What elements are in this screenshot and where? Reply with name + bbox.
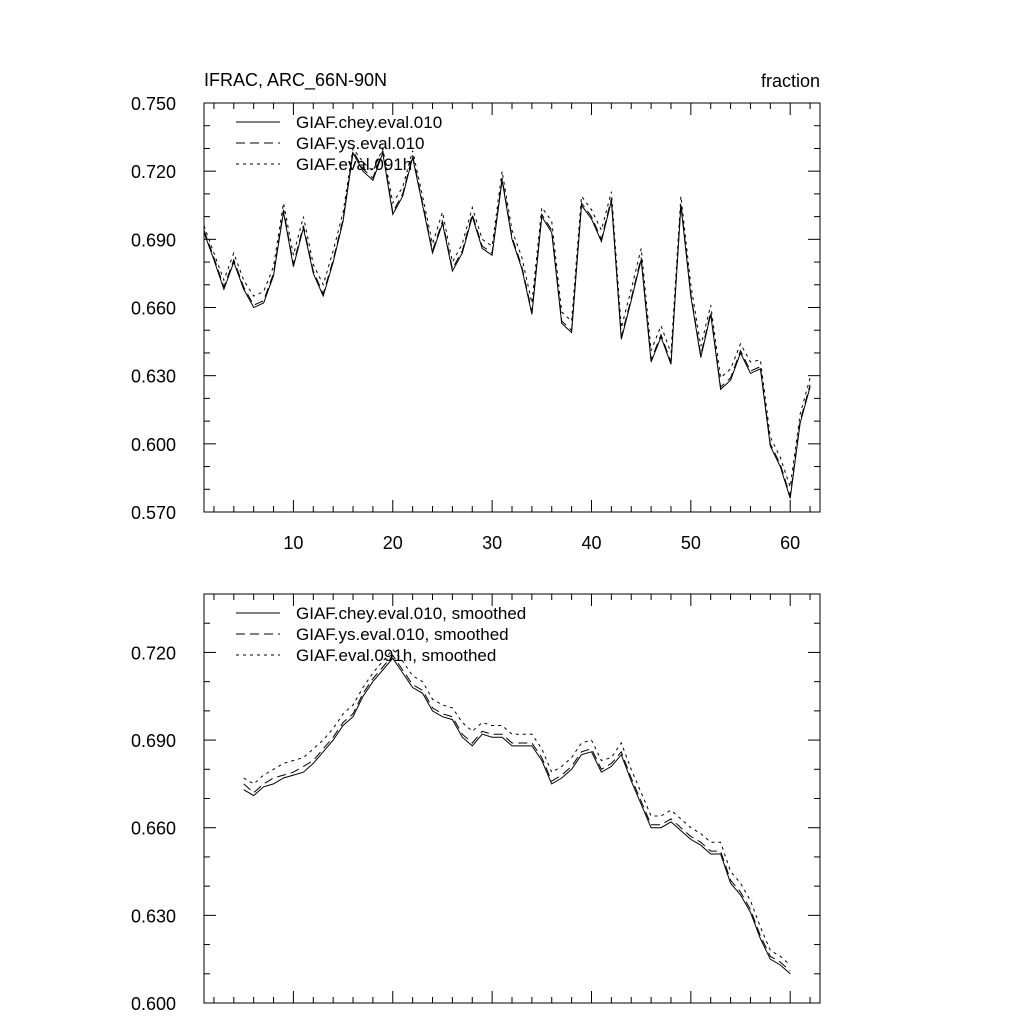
bottom-series [243, 648, 791, 975]
y-tick-label: 0.570 [131, 503, 176, 523]
y-tick-label: 0.660 [131, 299, 176, 319]
x-tick-label: 10 [283, 533, 303, 553]
x-tick-label: 40 [581, 533, 601, 553]
legend-label-1: GIAF.chey.eval.010, smoothed [296, 604, 526, 623]
legend-label-2: GIAF.ys.eval.010 [296, 134, 425, 153]
y-tick-label: 0.690 [131, 230, 176, 250]
top-chart-title: IFRAC, ARC_66N-90N [204, 70, 387, 91]
x-tick-label: 60 [780, 533, 800, 553]
x-tick-label: 20 [383, 533, 403, 553]
bottom-legend: GIAF.chey.eval.010, smoothed GIAF.ys.eval… [236, 604, 526, 665]
series-line-3 [203, 146, 811, 488]
top-chart-units: fraction [761, 71, 820, 91]
y-tick-label: 0.600 [131, 994, 176, 1014]
y-tick-label: 0.630 [131, 367, 176, 387]
bottom-panel: 0.600 0.630 0.660 0.690 0.720 GIAF.chey.eval… [131, 593, 821, 1014]
bottom-grid-ticks [204, 594, 820, 1004]
legend-label-2: GIAF.ys.eval.010, smoothed [296, 625, 509, 644]
top-series [203, 146, 811, 499]
bottom-plot-frame [203, 593, 821, 1004]
legend-label-3: GIAF.eval.091h, smoothed [296, 646, 496, 665]
top-grid-ticks [204, 102, 820, 513]
top-tick-labels: 10 20 30 40 50 60 0.570 0.600 0.630 0.660 0.690 0.7… [131, 94, 800, 553]
series-line-2 [203, 148, 811, 497]
y-tick-label: 0.630 [131, 906, 176, 926]
x-tick-label: 30 [482, 533, 502, 553]
series-line-3 [243, 648, 791, 966]
x-tick-label: 50 [681, 533, 701, 553]
y-tick-label: 0.720 [131, 162, 176, 182]
legend-label-3: GIAF.eval.091h [296, 155, 412, 174]
series-line-2 [243, 654, 791, 972]
y-tick-label: 0.660 [131, 819, 176, 839]
y-tick-label: 0.600 [131, 435, 176, 455]
y-tick-label: 0.690 [131, 731, 176, 751]
top-panel: IFRAC, ARC_66N-90N fraction 10 20 30 40 50 60… [131, 70, 821, 553]
series-line-1 [203, 151, 811, 499]
bottom-tick-labels: 0.600 0.630 0.660 0.690 0.720 [131, 643, 176, 1014]
top-plot-frame [203, 102, 821, 513]
legend-label-1: GIAF.chey.eval.010 [296, 113, 442, 132]
y-tick-label: 0.750 [131, 94, 176, 114]
top-legend: GIAF.chey.eval.010 GIAF.ys.eval.010 GIAF.e… [236, 113, 442, 174]
y-tick-label: 0.720 [131, 643, 176, 663]
series-line-1 [243, 657, 791, 975]
